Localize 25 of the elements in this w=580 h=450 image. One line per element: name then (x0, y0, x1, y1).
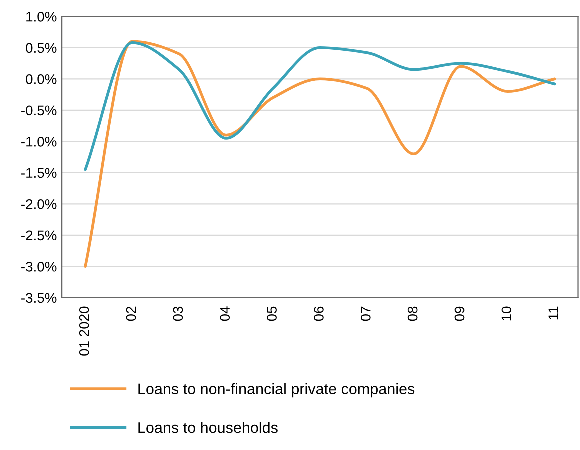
y-tick-label: -3.0% (22, 262, 57, 272)
y-tick-label: -2.5% (22, 230, 57, 241)
y-tick-label: -1.5% (22, 168, 57, 178)
y-tick-label: -1.0% (22, 136, 57, 147)
line-series (84, 40, 556, 268)
y-tick-label: 0.5% (26, 43, 57, 54)
x-tick-label: 03 (173, 306, 184, 322)
x-tick-label: 06 (314, 306, 324, 322)
y-tick-label: 1.0% (26, 12, 57, 22)
x-tick-label: 11 (548, 306, 558, 320)
y-tick-label: -3.5% (22, 293, 57, 304)
x-tick-label: 08 (408, 306, 418, 322)
y-tick-label: -0.5% (22, 106, 57, 116)
x-tick-label: 02 (126, 306, 136, 322)
x-tick-label: 07 (360, 306, 371, 322)
x-tick-label: 09 (454, 306, 465, 322)
legend-label: Loans to households (138, 422, 278, 434)
x-tick-label: 05 (267, 306, 277, 322)
x-tick-label: 04 (220, 306, 230, 322)
x-tick-label: 10 (502, 306, 512, 321)
x-tick-label: 01 2020 (79, 306, 90, 356)
y-tick-label: 0.0% (26, 74, 57, 84)
y-tick-label: -2.0% (22, 199, 57, 210)
line-series (84, 42, 556, 172)
legend-label: Loans to non-financial private companies (138, 383, 415, 398)
